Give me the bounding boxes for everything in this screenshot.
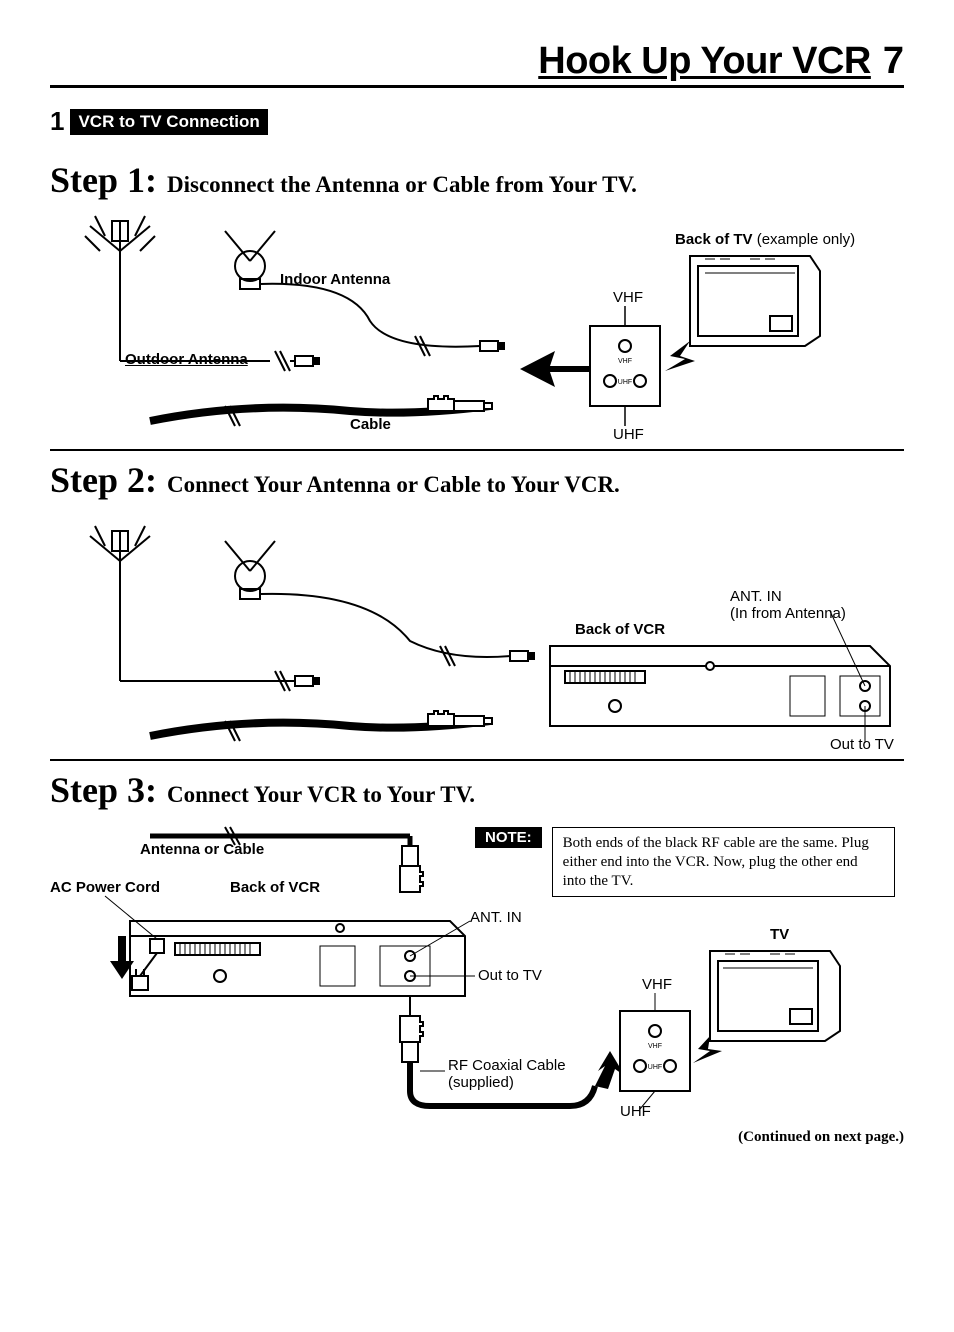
label-rf-cable: RF Coaxial Cable (supplied)	[448, 1058, 566, 1091]
label-outdoor-antenna: Outdoor Antenna	[125, 351, 248, 368]
note-box: Both ends of the black RF cable are the …	[552, 827, 895, 897]
label-out-to-tv-3: Out to TV	[478, 967, 542, 984]
section-tag-row: 1 VCR to TV Connection	[50, 106, 904, 137]
label-indoor-antenna: Indoor Antenna	[280, 271, 390, 288]
label-out-to-tv-2: Out to TV	[830, 736, 894, 753]
step-3-heading: Step 3: Connect Your VCR to Your TV.	[50, 769, 904, 811]
label-example-only: (example only)	[757, 231, 855, 248]
label-vhf-3: VHF	[642, 976, 672, 993]
continued-text: (Continued on next page.)	[50, 1129, 904, 1146]
section-index: 1	[50, 106, 64, 137]
step-1: Step 1: Disconnect the Antenna or Cable …	[50, 159, 904, 451]
section-tag: VCR to TV Connection	[70, 109, 267, 135]
label-back-of-vcr-3: Back of VCR	[230, 879, 320, 896]
svg-text:VHF: VHF	[618, 358, 632, 365]
label-antenna-or-cable: Antenna or Cable	[140, 841, 264, 858]
page-title: Hook Up Your VCR	[538, 40, 871, 83]
step-1-heading: Step 1: Disconnect the Antenna or Cable …	[50, 159, 904, 201]
step-2-desc: Connect Your Antenna or Cable to Your VC…	[167, 472, 620, 498]
step-2-label: Step 2:	[50, 459, 157, 501]
label-ant-in-sub: (In from Antenna)	[730, 605, 846, 622]
svg-text:VHF: VHF	[648, 1043, 662, 1050]
svg-text:UHF: UHF	[648, 1064, 662, 1071]
label-uhf-3: UHF	[620, 1103, 651, 1120]
label-cable: Cable	[350, 416, 391, 433]
note-tag: NOTE:	[475, 827, 542, 848]
label-back-of-tv: Back of TV (example only)	[675, 231, 855, 248]
label-vhf: VHF	[613, 289, 643, 306]
step-2-svg	[50, 511, 900, 761]
step-3-desc: Connect Your VCR to Your TV.	[167, 782, 475, 808]
step-2: Step 2: Connect Your Antenna or Cable to…	[50, 459, 904, 761]
label-ant-in-2: ANT. IN (In from Antenna)	[730, 589, 846, 622]
svg-text:UHF: UHF	[618, 379, 632, 386]
step-1-label: Step 1:	[50, 159, 157, 201]
label-back-of-vcr-2: Back of VCR	[575, 621, 665, 638]
step-2-heading: Step 2: Connect Your Antenna or Cable to…	[50, 459, 904, 501]
label-uhf: UHF	[613, 426, 644, 443]
step-1-diagram: VHF UHF Indoor An	[50, 211, 904, 451]
step-1-desc: Disconnect the Antenna or Cable from You…	[167, 172, 637, 198]
label-ant-in-title: ANT. IN	[730, 588, 782, 605]
page-number: 7	[883, 40, 904, 83]
label-ac-power-cord: AC Power Cord	[50, 879, 160, 896]
note-row: NOTE: Both ends of the black RF cable ar…	[475, 827, 895, 897]
step-2-diagram: Back of VCR ANT. IN (In from Antenna) Ou…	[50, 511, 904, 761]
step-3-diagram: NOTE: Both ends of the black RF cable ar…	[50, 821, 904, 1121]
label-rf-cable-line2: (supplied)	[448, 1074, 514, 1091]
label-tv-3: TV	[770, 926, 789, 943]
step-3: Step 3: Connect Your VCR to Your TV. NOT…	[50, 769, 904, 1121]
step-3-label: Step 3:	[50, 769, 157, 811]
label-back-of-tv-bold: Back of TV	[675, 231, 753, 248]
label-ant-in-3: ANT. IN	[470, 909, 522, 926]
label-rf-cable-line1: RF Coaxial Cable	[448, 1057, 566, 1074]
page-title-row: Hook Up Your VCR 7	[50, 40, 904, 88]
